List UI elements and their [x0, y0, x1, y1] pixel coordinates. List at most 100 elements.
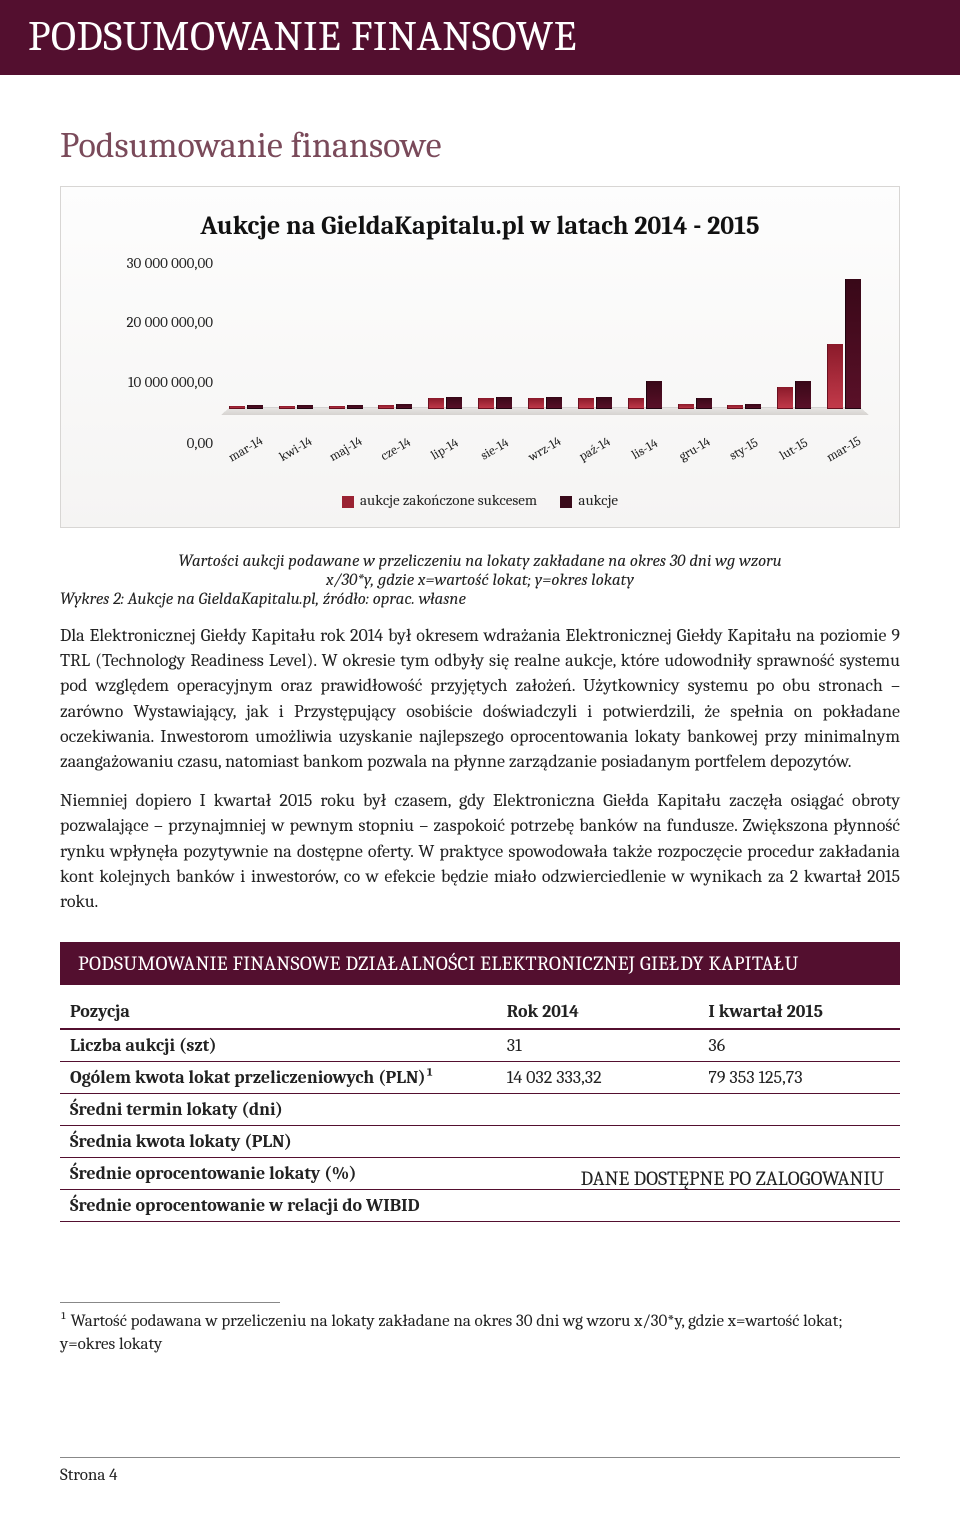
- chart-caption: Wykres 2: Aukcje na GieldaKapitalu.pl, ź…: [60, 590, 900, 609]
- bar: [646, 381, 662, 409]
- xtick-label: lis-14: [619, 431, 670, 469]
- bar: [329, 406, 345, 409]
- table-cell: [497, 1126, 699, 1158]
- legend-label-2: aukcje: [578, 491, 618, 509]
- table-cell: Średni termin lokaty (dni): [60, 1094, 497, 1126]
- section-title: PODSUMOWANIE FINANSOWE DZIAŁALNOŚCI ELEK…: [60, 942, 900, 985]
- table-row: Liczba aukcji (szt)3136: [60, 1029, 900, 1062]
- chart-bars: [221, 269, 869, 409]
- bar: [578, 398, 594, 409]
- bar-group: [769, 269, 819, 409]
- xtick-label: sie-14: [470, 431, 521, 469]
- bar-group: [520, 269, 570, 409]
- xtick-label: paź-14: [569, 431, 620, 469]
- bar: [428, 398, 444, 409]
- table-cell: 31: [497, 1029, 699, 1062]
- table-row: Ogólem kwota lokat przeliczeniowych (PLN…: [60, 1062, 900, 1094]
- table-cell: Średnie oprocentowanie w relacji do WIBI…: [60, 1190, 497, 1222]
- bar: [496, 397, 512, 409]
- summary-table-wrap: Pozycja Rok 2014 I kwartał 2015 Liczba a…: [60, 995, 900, 1222]
- bar: [396, 404, 412, 409]
- bar-group: [719, 269, 769, 409]
- ytick-label: 30 000 000,00: [93, 254, 213, 272]
- bar: [696, 398, 712, 409]
- xtick-label: cze-14: [370, 431, 421, 469]
- bar-group: [470, 269, 520, 409]
- table-cell: [497, 1094, 699, 1126]
- table-cell: 14 032 333,32: [497, 1062, 699, 1094]
- bar: [678, 404, 694, 409]
- xtick-label: lip-14: [420, 431, 471, 469]
- xtick-label: lut-15: [769, 431, 820, 469]
- table-header-row: Pozycja Rok 2014 I kwartał 2015: [60, 995, 900, 1029]
- bar: [478, 398, 494, 409]
- bar-group: [420, 269, 470, 409]
- table-col-0: Pozycja: [60, 995, 497, 1029]
- table-row: Średni termin lokaty (dni): [60, 1094, 900, 1126]
- table-col-1: Rok 2014: [497, 995, 699, 1029]
- table-cell: Średnie oprocentowanie lokaty (%): [60, 1158, 497, 1190]
- ytick-label: 10 000 000,00: [93, 373, 213, 391]
- bar: [528, 398, 544, 409]
- bar-group: [371, 269, 421, 409]
- chart-note-line1: Wartości aukcji podawane w przeliczeniu …: [60, 552, 900, 571]
- chart-x-axis: mar-14kwi-14maj-14cze-14lip-14sie-14wrz-…: [221, 442, 869, 457]
- bar-group: [620, 269, 670, 409]
- footnote-rule: [60, 1302, 280, 1303]
- bar: [347, 405, 363, 409]
- table-cell: 36: [698, 1029, 900, 1062]
- banner-title: PODSUMOWANIE FINANSOWE: [0, 0, 960, 75]
- xtick-label: kwi-14: [270, 431, 321, 469]
- page-footer: Strona 4: [60, 1457, 900, 1485]
- bar: [827, 344, 843, 409]
- chart-plot-area: mar-14kwi-14maj-14cze-14lip-14sie-14wrz-…: [221, 263, 869, 443]
- subtitle: Podsumowanie finansowe: [0, 75, 960, 186]
- legend-swatch-2: [560, 496, 572, 508]
- bar: [378, 405, 394, 409]
- bar-group: [670, 269, 720, 409]
- paragraph-1: Dla Elektronicznej Giełdy Kapitału rok 2…: [60, 623, 900, 774]
- table-row: Średnie oprocentowanie w relacji do WIBI…: [60, 1190, 900, 1222]
- ytick-label: 0,00: [93, 434, 213, 452]
- chart-legend: aukcje zakończone sukcesem aukcje: [91, 491, 869, 509]
- chart-container: Aukcje na GieldaKapitalu.pl w latach 201…: [60, 186, 900, 528]
- chart-title: Aukcje na GieldaKapitalu.pl w latach 201…: [91, 211, 869, 241]
- table-cell: Średnia kwota lokaty (PLN): [60, 1126, 497, 1158]
- bar: [446, 397, 462, 409]
- table-cell: Ogólem kwota lokat przeliczeniowych (PLN…: [60, 1062, 497, 1094]
- paragraph-2: Niemniej dopiero I kwartał 2015 roku był…: [60, 788, 900, 914]
- legend-item-1: aukcje zakończone sukcesem: [342, 491, 537, 509]
- bar: [745, 404, 761, 409]
- xtick-label: maj-14: [320, 431, 371, 469]
- bar: [777, 387, 793, 409]
- chart-y-axis: 30 000 000,00 20 000 000,00 10 000 000,0…: [91, 263, 221, 443]
- table-cell: [698, 1126, 900, 1158]
- bar-group: [321, 269, 371, 409]
- bar: [297, 405, 313, 409]
- table-row: Średnia kwota lokaty (PLN): [60, 1126, 900, 1158]
- xtick-label: sty-15: [719, 431, 770, 469]
- xtick-label: mar-15: [819, 431, 870, 469]
- legend-item-2: aukcje: [560, 491, 618, 509]
- chart-note-line2: x/30*y, gdzie x=wartość lokat; y=okres l…: [60, 571, 900, 590]
- table-col-2: I kwartał 2015: [698, 995, 900, 1029]
- table-cell: [698, 1094, 900, 1126]
- bar: [845, 279, 861, 409]
- footnote-1: ¹ Wartość podawana w przeliczeniu na lok…: [60, 1311, 900, 1357]
- bar: [727, 405, 743, 409]
- bar-group: [570, 269, 620, 409]
- bar: [546, 397, 562, 409]
- table-cell: 79 353 125,73: [698, 1062, 900, 1094]
- bar-group: [221, 269, 271, 409]
- bar: [628, 398, 644, 409]
- table-overlay-note: DANE DOSTĘPNE PO ZALOGOWANIU: [581, 1167, 884, 1190]
- bar-group: [271, 269, 321, 409]
- table-cell: [698, 1190, 900, 1222]
- table-cell: [497, 1190, 699, 1222]
- bar-group: [819, 269, 869, 409]
- legend-swatch-1: [342, 496, 354, 508]
- xtick-label: gru-14: [669, 431, 720, 469]
- xtick-label: mar-14: [221, 431, 272, 469]
- bar: [247, 405, 263, 409]
- bar: [596, 397, 612, 409]
